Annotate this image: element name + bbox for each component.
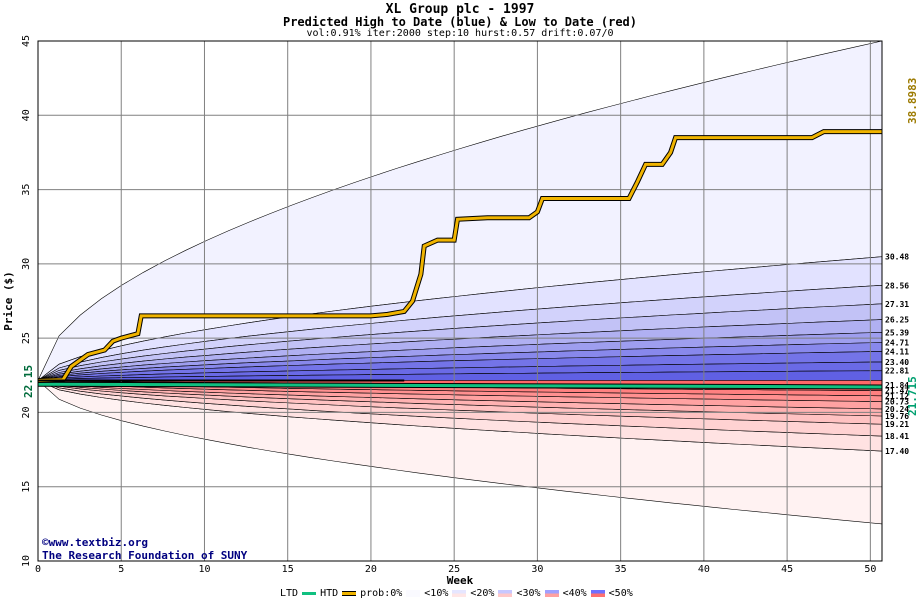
x-tick-label-5: 25	[448, 564, 460, 575]
legend-swatch-1	[452, 590, 467, 597]
quantile-label-8: 22.81	[885, 367, 909, 376]
quantile-label-7: 23.40	[885, 358, 909, 367]
legend-ltd-swatch	[302, 592, 317, 595]
legend-swatch-2	[498, 590, 513, 597]
x-axis-label: Week	[447, 574, 474, 587]
high-to-date-path	[38, 130, 882, 382]
legend-band-1: <10%	[424, 588, 449, 599]
y-axis-label: Price ($)	[2, 271, 15, 331]
plot-frame	[37, 40, 883, 562]
x-tick-label-0: 0	[35, 564, 41, 575]
legend-swatch-0	[406, 590, 421, 597]
quantile-label-10: 21.47	[885, 387, 909, 396]
quantile-label-5: 24.71	[885, 338, 909, 347]
legend-ltd-label: LTD	[280, 588, 299, 599]
quantile-label-4: 25.39	[885, 328, 909, 337]
legend: LTD HTD prob:0% <10% <20% <30% <40% <50%	[280, 588, 633, 599]
y-tick-label-5: 35	[21, 184, 32, 196]
legend-band-2: <20%	[470, 588, 495, 599]
quantile-label-13: 20.24	[885, 405, 909, 414]
y-tick-label-1: 15	[21, 481, 32, 493]
y-tick-label-4: 30	[21, 258, 32, 270]
quantile-label-14: 19.76	[885, 412, 909, 421]
quantile-label-17: 17.40	[885, 447, 909, 456]
x-tick-label-8: 40	[698, 564, 710, 575]
x-tick-label-6: 30	[531, 564, 543, 575]
quantile-label-11: 21.12	[885, 392, 909, 401]
y-tick-label-7: 45	[21, 35, 32, 47]
quantile-label-2: 27.31	[885, 300, 909, 309]
final-low-label: 21.715	[906, 376, 919, 416]
quantile-label-0: 30.48	[885, 253, 909, 262]
quantile-label-16: 18.41	[885, 432, 909, 441]
quantile-label-3: 26.25	[885, 316, 909, 325]
y-tick-label-2: 20	[21, 406, 32, 418]
y-tick-label-0: 10	[21, 555, 32, 567]
chart-title: XL Group plc - 1997	[385, 2, 535, 17]
quantile-label-6: 24.11	[885, 347, 909, 356]
x-tick-label-2: 10	[198, 564, 210, 575]
chart-parameters: vol:0.91% iter:2000 step:10 hurst:0.57 d…	[306, 28, 614, 39]
legend-swatch-3	[544, 590, 559, 597]
credit-url: ©www.textbiz.org	[42, 536, 148, 549]
y-tick-label-6: 40	[21, 109, 32, 121]
legend-band-5: <50%	[608, 588, 633, 599]
legend-prob-label: prob:0%	[360, 588, 403, 599]
quantile-label-12: 20.73	[885, 398, 909, 407]
x-tick-label-10: 50	[864, 564, 876, 575]
quantile-label-15: 19.21	[885, 420, 909, 429]
current-price-label: 22.15	[22, 364, 35, 398]
x-tick-label-3: 15	[282, 564, 294, 575]
credit-block: ©www.textbiz.org The Research Foundation…	[42, 536, 247, 562]
x-tick-label-9: 45	[781, 564, 793, 575]
x-tick-label-4: 20	[365, 564, 377, 575]
x-tick-label-7: 35	[615, 564, 627, 575]
legend-band-4: <40%	[562, 588, 587, 599]
credit-org: The Research Foundation of SUNY	[42, 549, 248, 562]
legend-swatch-4	[590, 590, 605, 597]
legend-band-3: <30%	[516, 588, 541, 599]
chart-subtitle: Predicted High to Date (blue) & Low to D…	[282, 15, 637, 29]
legend-htd-label: HTD	[320, 588, 339, 599]
y-tick-label-3: 25	[21, 332, 32, 344]
legend-htd-swatch	[342, 591, 357, 596]
low-to-date-path	[37, 382, 883, 389]
final-high-label: 38.8983	[906, 77, 919, 124]
quantile-label-1: 28.56	[885, 281, 909, 290]
x-tick-label-1: 5	[118, 564, 124, 575]
quantile-label-9: 21.84	[885, 381, 909, 390]
